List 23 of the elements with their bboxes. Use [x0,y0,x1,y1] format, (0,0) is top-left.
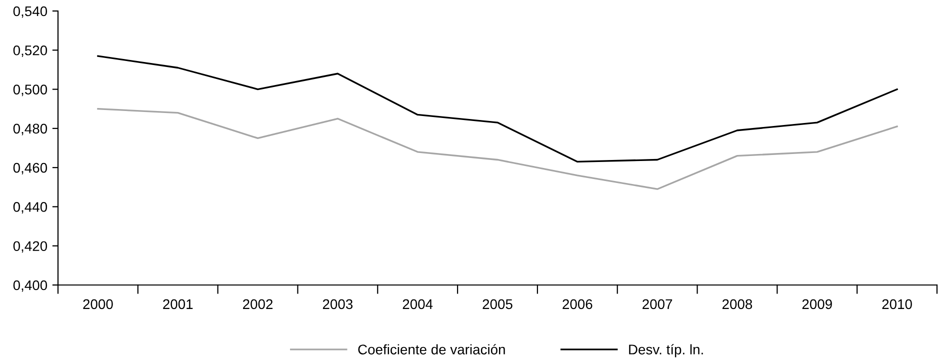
line-series [97,55,898,163]
y-tick-label: 0,400 [13,280,48,292]
legend-label: Desv. típ. ln. [629,344,703,358]
x-tick-label: 2008 [722,299,752,310]
y-tick-label: 0,520 [13,45,48,57]
y-tick-label: 0,460 [13,162,48,174]
line-series [97,108,898,190]
y-tick-label: 0,440 [13,202,48,214]
x-tick-label: 2002 [243,299,273,310]
y-tick-label: 0,500 [13,84,48,96]
y-tick-label: 0,480 [13,124,48,136]
x-tick-label: 2005 [482,299,512,310]
x-tick-label: 2003 [322,299,353,310]
x-tick-label: 2010 [882,299,912,310]
x-tick-label: 2001 [163,299,193,310]
y-tick-label: 0,420 [13,241,48,253]
x-tick-label: 2004 [402,299,433,310]
x-tick-label: 2006 [562,299,592,310]
x-tick-label: 2007 [642,299,672,310]
legend-label: Coeficiente de variación [358,344,505,354]
y-tick-label: 0,540 [13,6,48,18]
x-tick-label: 2000 [83,299,113,310]
x-tick-label: 2009 [802,299,832,310]
